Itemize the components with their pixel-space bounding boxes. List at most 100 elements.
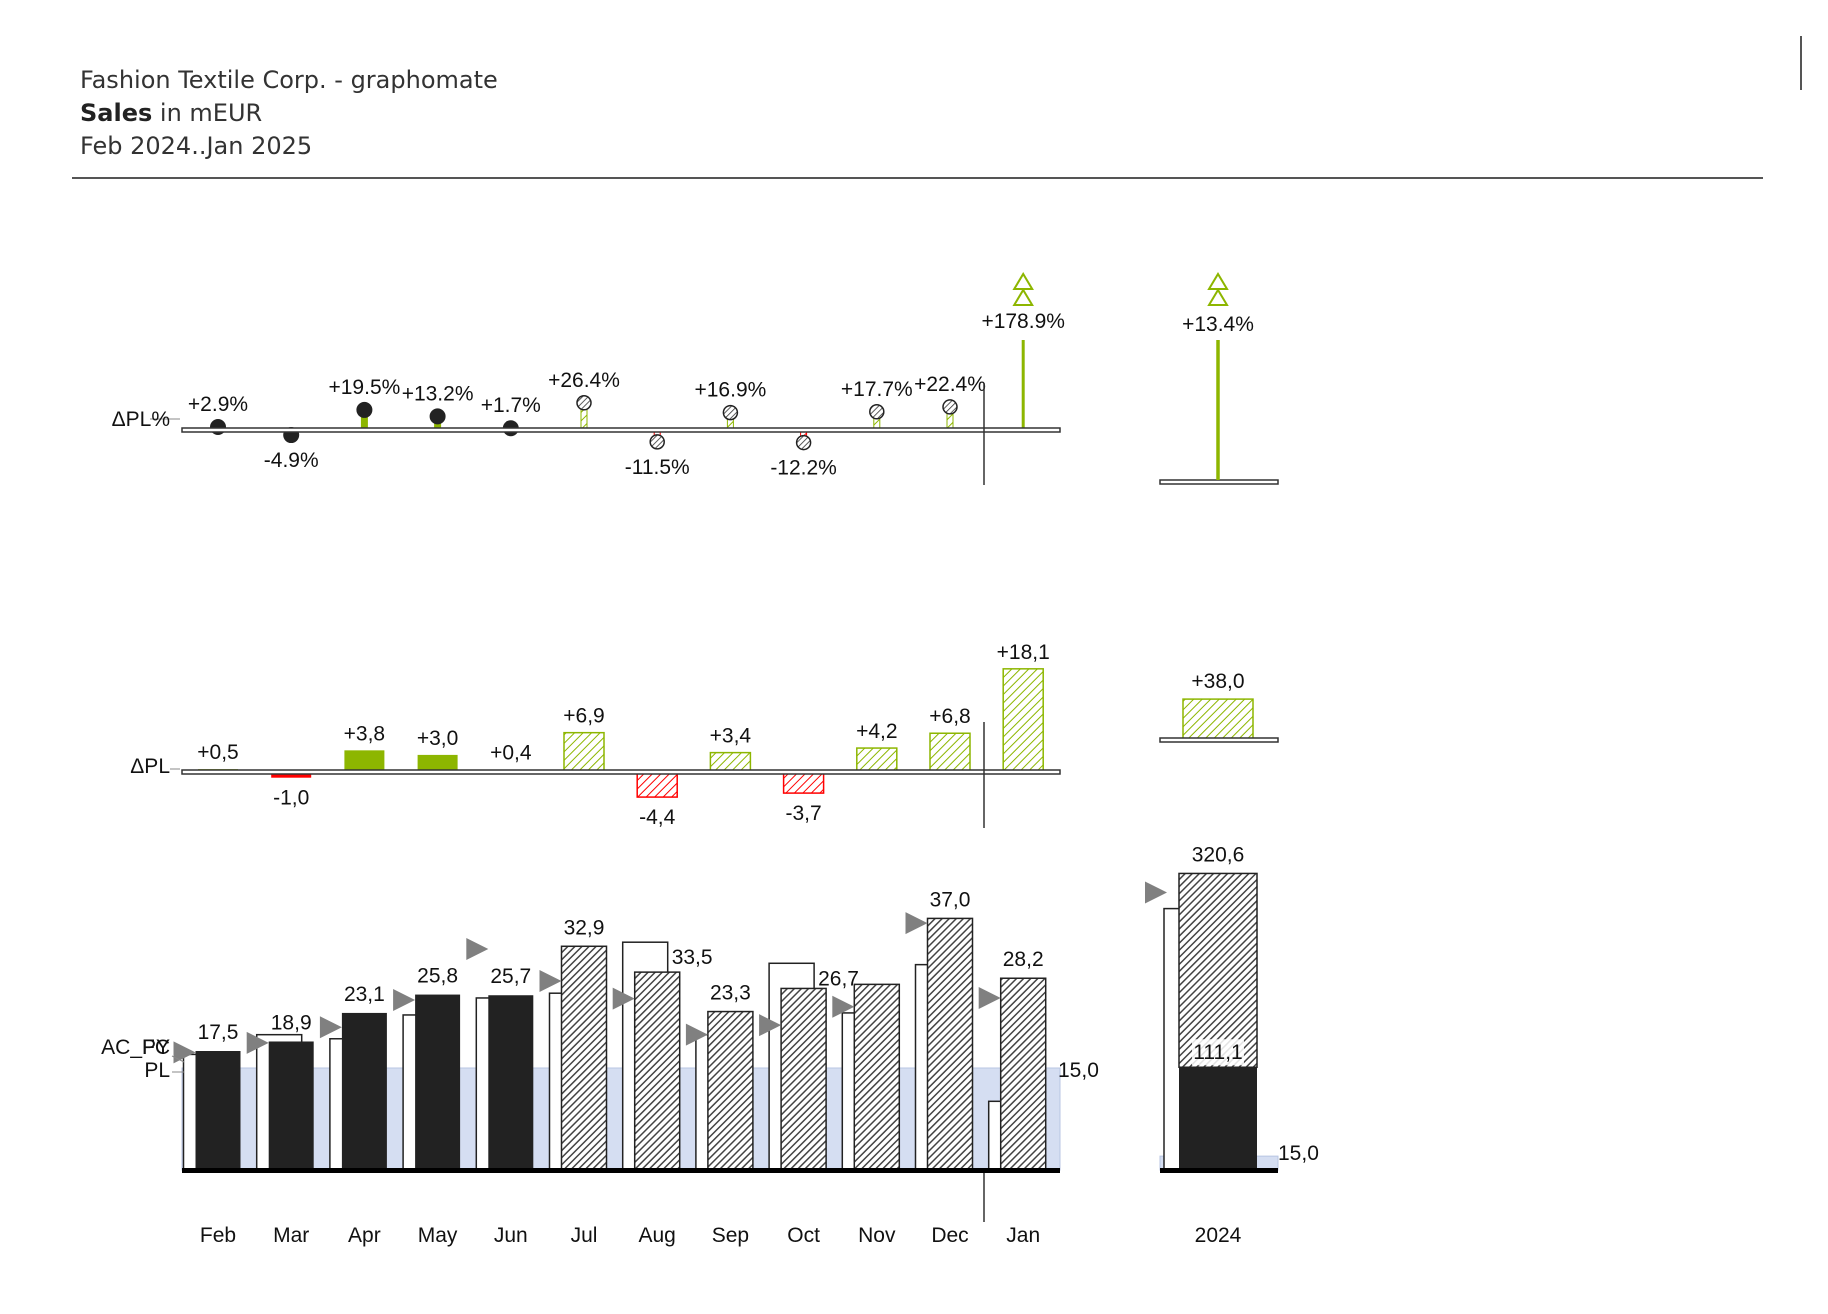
dpl-pct-dot [869, 404, 885, 420]
dpl-pct-label: +26.4% [548, 369, 620, 392]
dpl-bar-label: +6,9 [563, 705, 604, 728]
ac-bar [488, 995, 534, 1170]
dpl-bar [782, 771, 825, 794]
report-header: Fashion Textile Corp. - graphomate Sales… [80, 64, 498, 163]
total-fc-label: 320,6 [1192, 843, 1245, 866]
pl-label: 33,5 [672, 946, 713, 969]
company-title: Fashion Textile Corp. - graphomate [80, 66, 498, 94]
dpl-pct-label: +17.7% [841, 378, 913, 401]
dpl-pct-label: +19.5% [328, 376, 400, 399]
dpl-pct-stem [360, 409, 368, 430]
py-marker [466, 938, 489, 960]
period-title: Feb 2024..Jan 2025 [80, 132, 313, 160]
measure-bold: Sales [80, 99, 153, 127]
dpl-pct-dot [722, 404, 739, 421]
ac-label: 32,9 [564, 916, 605, 939]
measure-title: Sales in mEUR [80, 97, 498, 130]
dpl-pct-label: +2.9% [188, 393, 248, 416]
total-ac-label-bg [1192, 1039, 1244, 1066]
dpl-bar [344, 750, 385, 772]
ac-label: 37,0 [930, 888, 971, 911]
outlier-marker-icon [1012, 272, 1034, 290]
category-label: Jun [494, 1224, 528, 1247]
dpl-pct-label: +16.9% [694, 379, 766, 402]
main-leader [171, 1055, 185, 1063]
category-label: Jan [1006, 1224, 1040, 1247]
py-marker [393, 989, 416, 1011]
py-marker [319, 1016, 342, 1039]
ac-bar [341, 1012, 387, 1170]
dpl-row-label: ΔPL [130, 755, 170, 778]
total-dpl-label: +38,0 [1191, 670, 1244, 693]
pl-label: 26,7 [818, 967, 859, 990]
outlier-marker-icon [1207, 272, 1229, 290]
py-marker [612, 987, 635, 1010]
header-divider [72, 177, 1763, 179]
category-label: Sep [712, 1224, 749, 1247]
reference-label: 15,0 [1058, 1059, 1099, 1082]
reference-band [181, 1067, 1061, 1171]
dpl-bar [929, 732, 971, 773]
category-label: Apr [348, 1224, 381, 1247]
dpl-pct-dot [649, 434, 665, 450]
dpl-bar-label: -1,0 [273, 787, 309, 810]
dpl-bar-label: +6,8 [929, 705, 970, 728]
dpl-pct-axis [181, 427, 1061, 433]
fc-bar [707, 1010, 754, 1171]
category-label: Dec [931, 1224, 968, 1247]
dpl-bar [271, 772, 312, 778]
measure-unit: in mEUR [152, 99, 263, 127]
main-row-label: AC_FC [101, 1036, 170, 1059]
dpl-bar-label: -3,7 [786, 802, 822, 825]
dpl-bar-label: +3,0 [417, 727, 458, 750]
dpl-pct-label: -12.2% [770, 457, 837, 480]
dpl-bar [563, 731, 605, 773]
dpl-bar [636, 771, 678, 798]
total-category-label: 2024 [1195, 1224, 1242, 1247]
total-py-marker [1145, 881, 1167, 904]
category-label: Oct [787, 1224, 820, 1247]
category-label: Nov [858, 1224, 896, 1247]
ac-label: 18,9 [271, 1011, 312, 1034]
dpl-pct-label: -11.5% [625, 456, 690, 479]
total-ac-bar [1179, 1067, 1257, 1170]
fc-bar [926, 917, 974, 1171]
fc-bar [633, 971, 681, 1171]
ac-label: 25,8 [417, 965, 458, 988]
ac-bar [268, 1041, 314, 1170]
py-marker [685, 1023, 708, 1046]
total-reference-label: 15,0 [1278, 1142, 1319, 1165]
py-marker [905, 912, 928, 935]
total-axis [1160, 1168, 1278, 1173]
dpl-pct-label: +1.7% [481, 394, 541, 417]
dpl-pct-label: -4.9% [264, 449, 319, 472]
outlier-marker-icon [1012, 288, 1034, 306]
total-dpl-pct-label: +13.4% [1182, 313, 1254, 336]
total-fc-bar [1178, 872, 1258, 1068]
dpl-pct-label: +178.9% [981, 310, 1065, 333]
dpl-axis [181, 769, 1061, 775]
outlier-marker-icon [1207, 288, 1229, 306]
dpl-bar-label: -4,4 [639, 806, 676, 829]
dpl-bar-label: +18,1 [997, 641, 1050, 664]
main-axis [182, 1168, 1060, 1173]
main-row-label: PL [144, 1059, 170, 1082]
dpl-bar-label: +3,4 [710, 725, 752, 748]
dpl-pct-label: +13.2% [402, 382, 474, 405]
py-marker [539, 969, 562, 992]
total-dpl-axis [1159, 737, 1279, 743]
dpl-bar-label: +0,5 [197, 741, 238, 764]
dpl-pct-dot [576, 395, 592, 411]
ac-label: 17,5 [198, 1021, 239, 1044]
dpl-bar [709, 751, 752, 773]
dpl-bar [417, 754, 458, 772]
dpl-pct-dot [942, 399, 958, 415]
scrollbar[interactable] [1800, 36, 1802, 90]
ac-label: 28,2 [1003, 948, 1044, 971]
dpl-pct-dot [429, 408, 446, 425]
category-label: May [418, 1224, 458, 1247]
fc-bar [853, 983, 901, 1171]
py-marker [246, 1031, 269, 1054]
total-dpl-bar [1182, 698, 1254, 740]
